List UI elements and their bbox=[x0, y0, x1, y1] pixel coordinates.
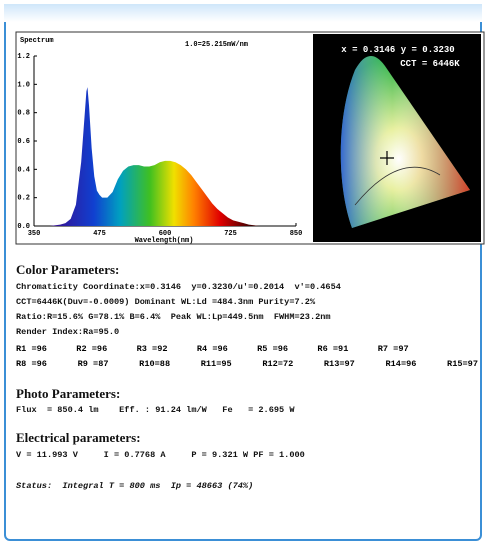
render-index: R9 =87 bbox=[77, 359, 109, 369]
x-tick-label: 850 bbox=[290, 230, 303, 238]
render-index: R8 =96 bbox=[16, 359, 47, 369]
render-index: R12=72 bbox=[262, 359, 294, 369]
text-line: Ratio:R=15.6% G=78.1% B=6.4% Peak WL:Lp=… bbox=[16, 312, 331, 322]
y-tick-label: 0.2 bbox=[17, 195, 30, 203]
cie-cct: CCT = 6446K bbox=[400, 59, 460, 69]
x-tick-label: 475 bbox=[93, 230, 106, 238]
render-row: R8 =96 R9 =87 R10=88 R11=95 R12=72 R13=97 R14=… bbox=[16, 359, 478, 369]
cie-overlay bbox=[340, 55, 470, 228]
cie-point bbox=[380, 151, 394, 165]
render-index: R3 =92 bbox=[136, 344, 168, 354]
y-tick-label: 0.4 bbox=[17, 166, 30, 174]
text-line: V = 11.993 V I = 0.7768 A P = 9.321 W PF… bbox=[16, 450, 305, 460]
text-line: Flux = 850.4 lm Eff. : 91.24 lm/W Fe = 2… bbox=[16, 405, 295, 415]
spectrum-area bbox=[49, 87, 260, 227]
y-tick-label: 0.0 bbox=[17, 223, 30, 231]
render-index: R6 =91 bbox=[317, 344, 349, 354]
render-index: R13=97 bbox=[323, 359, 355, 369]
x-axis-label: Wavelength(nm) bbox=[135, 237, 194, 245]
x-tick-label: 350 bbox=[28, 230, 41, 238]
text-line: Chromaticity Coordinate:x=0.3146 y=0.323… bbox=[16, 282, 341, 292]
text-line: CCT=6446K(Duv=-0.0009) Dominant WL:Ld =4… bbox=[16, 297, 316, 307]
spacer bbox=[438, 344, 478, 354]
render-row: R1 =96 R2 =96 R3 =92 R4 =96 R5 =96 R6 =91 R7 =… bbox=[16, 344, 478, 354]
render-index: R4 =96 bbox=[196, 344, 228, 354]
y-tick-label: 1.2 bbox=[17, 53, 30, 61]
x-tick-label: 600 bbox=[159, 230, 172, 238]
render-index: R10=88 bbox=[139, 359, 171, 369]
render-index: R11=95 bbox=[200, 359, 232, 369]
top-bar bbox=[4, 4, 482, 22]
planckian-locus bbox=[354, 166, 441, 206]
y-tick-label: 1.0 bbox=[17, 81, 30, 89]
section-heading: Color Parameters: bbox=[16, 262, 120, 277]
section-heading: Photo Parameters: bbox=[16, 386, 121, 401]
x-tick-label: 725 bbox=[224, 230, 237, 238]
y-tick-label: 0.6 bbox=[17, 138, 30, 146]
render-index: R7 =97 bbox=[377, 344, 409, 354]
chart-panel: Spectrum 1.0=25.215mW/nm Wavelength(nm) … bbox=[15, 31, 485, 245]
render-index: R2 =96 bbox=[76, 344, 108, 354]
section-heading: Electrical parameters: bbox=[16, 430, 141, 445]
render-index: R14=96 bbox=[385, 359, 417, 369]
render-index: R1 =96 bbox=[16, 344, 47, 354]
text-line: Render Index:Ra=95.0 bbox=[16, 327, 120, 337]
y-tick-label: 0.8 bbox=[17, 110, 30, 118]
cie-coords: x = 0.3146 y = 0.3230 bbox=[341, 45, 454, 55]
status-line: Status: Integral T = 800 ms Ip = 48663 (… bbox=[16, 481, 254, 491]
render-index: R5 =96 bbox=[257, 344, 289, 354]
render-index: R15=97 bbox=[447, 359, 478, 369]
chart-subtitle: 1.0=25.215mW/nm bbox=[185, 41, 248, 49]
chart-title: Spectrum bbox=[20, 37, 54, 45]
